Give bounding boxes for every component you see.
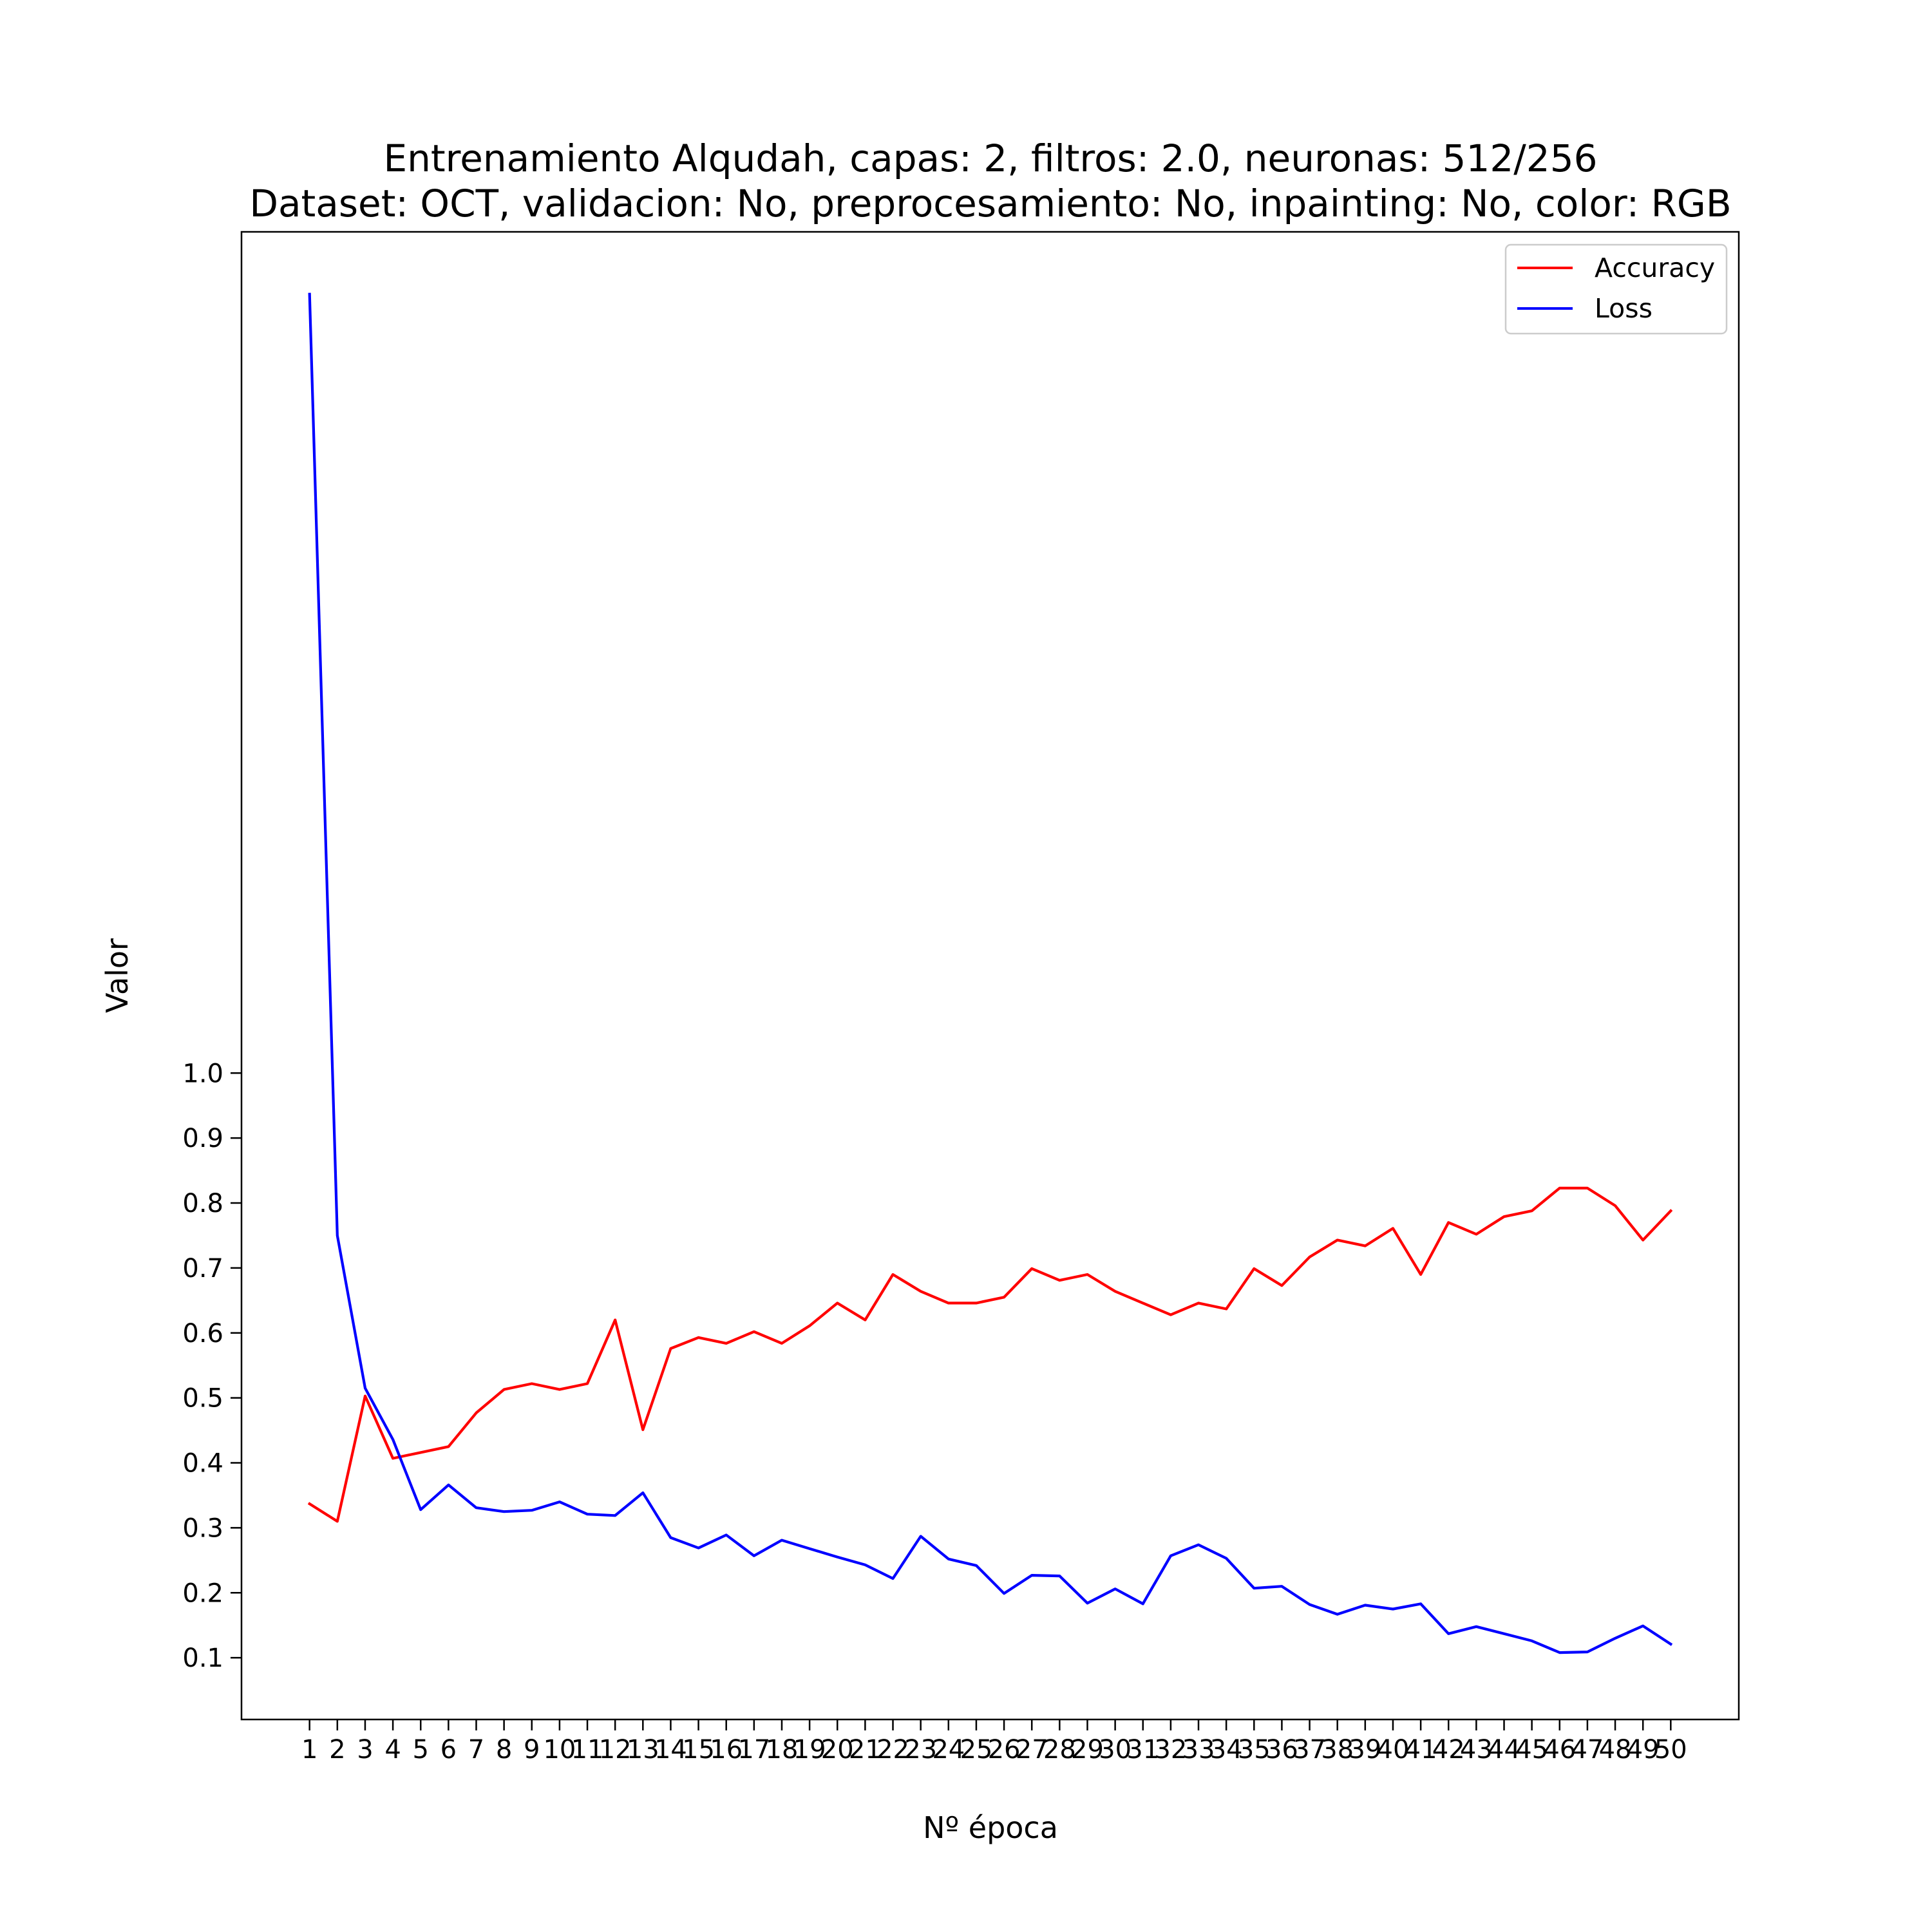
x-tick-label: 44 — [1488, 1735, 1520, 1765]
y-tick-label: 0.3 — [182, 1513, 223, 1543]
y-tick-label: 0.4 — [182, 1449, 223, 1479]
series-line-accuracy — [307, 1186, 1673, 1523]
y-tick-label: 0.5 — [182, 1384, 223, 1414]
x-tick-label: 22 — [876, 1735, 909, 1765]
x-tick-label: 34 — [1210, 1735, 1243, 1765]
plot-frame — [240, 231, 1740, 1721]
x-tick-label: 4 — [384, 1735, 401, 1765]
x-tick-label: 8 — [496, 1735, 512, 1765]
chart-title: Entrenamiento Alqudah, capas: 2, filtros… — [384, 137, 1598, 180]
x-tick-label: 15 — [682, 1735, 715, 1765]
x-tick-label: 1 — [301, 1735, 317, 1765]
x-tick-label: 7 — [468, 1735, 484, 1765]
x-tick-label: 38 — [1321, 1735, 1354, 1765]
x-tick-label: 26 — [988, 1735, 1021, 1765]
x-tick-label: 20 — [821, 1735, 854, 1765]
x-tick-label: 49 — [1627, 1735, 1660, 1765]
y-tick-label: 0.1 — [182, 1643, 223, 1673]
x-tick-label: 46 — [1543, 1735, 1576, 1765]
x-tick-label: 10 — [543, 1735, 576, 1765]
y-axis: 0.1 0.2 0.3 0.4 0.5 0.6 0.7 0.8 0.9 1.0 — [182, 1059, 242, 1673]
x-tick-label: 5 — [412, 1735, 428, 1765]
y-tick-label: 0.6 — [182, 1319, 223, 1349]
x-tick-label: 31 — [1126, 1735, 1159, 1765]
legend: Accuracy Loss — [1504, 243, 1728, 335]
x-tick-label: 42 — [1432, 1735, 1465, 1765]
x-tick-label: 47 — [1571, 1735, 1604, 1765]
x-tick-label: 12 — [599, 1735, 632, 1765]
x-tick-label: 11 — [571, 1735, 604, 1765]
x-tick-label: 29 — [1071, 1735, 1104, 1765]
x-tick-label: 28 — [1043, 1735, 1076, 1765]
x-axis: 1 2 3 4 5 6 7 8 9 1011121314151617181920212223242… — [301, 1719, 1687, 1765]
x-tick-label: 14 — [654, 1735, 687, 1765]
y-tick-label: 0.7 — [182, 1254, 223, 1283]
y-tick-label: 0.9 — [182, 1124, 223, 1153]
y-tick-label: 1.0 — [182, 1059, 223, 1088]
x-tick-label: 50 — [1654, 1735, 1687, 1765]
x-tick-label: 41 — [1405, 1735, 1437, 1765]
x-tick-label: 27 — [1016, 1735, 1048, 1765]
x-tick-label: 48 — [1599, 1735, 1632, 1765]
x-tick-label: 32 — [1154, 1735, 1187, 1765]
chart-subtitle: Dataset: OCT, validacion: No, preprocesa… — [249, 182, 1731, 225]
legend-accuracy-label: Accuracy — [1595, 252, 1715, 283]
y-tick-label: 0.8 — [182, 1189, 223, 1218]
x-tick-label: 33 — [1182, 1735, 1215, 1765]
y-tick-label: 0.2 — [182, 1578, 223, 1608]
x-tick-label: 30 — [1099, 1735, 1132, 1765]
x-tick-label: 45 — [1515, 1735, 1548, 1765]
x-tick-label: 9 — [524, 1735, 540, 1765]
plot-area — [307, 292, 1673, 1654]
x-tick-label: 3 — [357, 1735, 373, 1765]
x-tick-label: 18 — [766, 1735, 799, 1765]
x-tick-label: 37 — [1293, 1735, 1326, 1765]
x-tick-label: 40 — [1377, 1735, 1410, 1765]
x-tick-label: 43 — [1460, 1735, 1493, 1765]
x-tick-label: 16 — [710, 1735, 743, 1765]
x-tick-label: 36 — [1265, 1735, 1298, 1765]
x-axis-label: Nº época — [923, 1810, 1058, 1845]
y-axis-label: Valor — [100, 938, 135, 1013]
x-tick-label: 21 — [849, 1735, 882, 1765]
x-tick-label: 24 — [932, 1735, 965, 1765]
series-line-loss — [308, 292, 1673, 1654]
x-tick-label: 13 — [627, 1735, 659, 1765]
x-tick-label: 6 — [440, 1735, 457, 1765]
x-tick-label: 2 — [329, 1735, 345, 1765]
x-tick-label: 17 — [737, 1735, 770, 1765]
x-tick-label: 35 — [1238, 1735, 1271, 1765]
legend-loss-label: Loss — [1595, 293, 1653, 324]
x-tick-label: 25 — [960, 1735, 992, 1765]
x-tick-label: 23 — [904, 1735, 937, 1765]
x-tick-label: 19 — [793, 1735, 826, 1765]
x-tick-label: 39 — [1349, 1735, 1381, 1765]
